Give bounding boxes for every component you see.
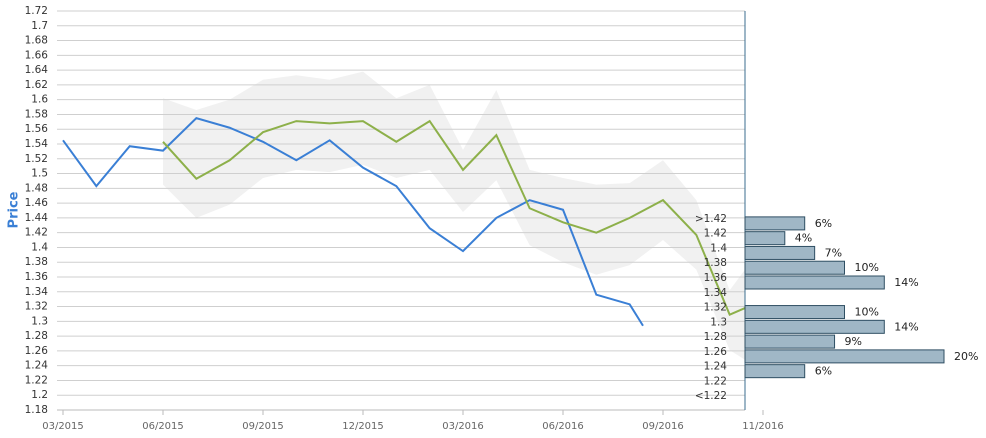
- y-tick-label: 1.66: [25, 49, 49, 61]
- y-tick-label: 1.2: [31, 389, 48, 401]
- y-tick-label: 1.58: [25, 108, 48, 120]
- x-tick-label: 03/2015: [42, 421, 84, 432]
- y-tick-label: 1.44: [25, 212, 49, 224]
- y-tick-label: 1.62: [25, 79, 48, 91]
- y-tick-label: 1.18: [25, 404, 48, 416]
- histogram-category: 1.24: [704, 361, 728, 373]
- histogram-bar: [744, 260, 845, 275]
- histogram-value-label: 6%: [815, 365, 832, 378]
- y-tick-label: 1.38: [25, 256, 48, 268]
- y-tick-label: 1.52: [25, 153, 48, 165]
- histogram-value-label: 20%: [954, 350, 978, 363]
- histogram-bar: [744, 245, 816, 260]
- price-line: [62, 117, 644, 327]
- histogram-value-label: 14%: [894, 276, 918, 289]
- y-tick-label: 1.46: [25, 197, 49, 209]
- histogram-bar: [744, 364, 806, 379]
- histogram-bar: [744, 216, 806, 231]
- histogram-category: 1.22: [704, 375, 727, 387]
- y-tick-label: 1.7: [31, 20, 48, 32]
- histogram-category: 1.4: [710, 242, 727, 254]
- y-tick-label: 1.36: [25, 271, 49, 283]
- y-tick-label: 1.22: [25, 374, 48, 386]
- histogram-value-label: 4%: [795, 232, 812, 245]
- y-tick-label: 1.34: [25, 286, 49, 298]
- y-tick-label: 1.28: [25, 330, 48, 342]
- histogram-category: 1.28: [704, 331, 727, 343]
- x-tick-label: 12/2015: [342, 421, 384, 432]
- histogram-value-label: 10%: [855, 261, 879, 274]
- x-tick-label: 11/2016: [742, 421, 784, 432]
- y-tick-label: 1.4: [31, 241, 48, 253]
- x-tick-label: 09/2016: [642, 421, 684, 432]
- histogram-value-label: 10%: [855, 306, 879, 319]
- histogram-value-label: 7%: [825, 246, 842, 259]
- histogram-category: <1.22: [695, 390, 727, 402]
- y-tick-label: 1.24: [25, 360, 49, 372]
- histogram-category: 1.26: [704, 346, 728, 358]
- y-tick-label: 1.3: [31, 315, 48, 327]
- y-tick-label: 1.54: [25, 138, 49, 150]
- y-tick-label: 1.48: [25, 182, 48, 194]
- histogram-bar: [744, 275, 885, 290]
- y-tick-label: 1.72: [25, 5, 48, 17]
- histogram-category: >1.42: [695, 213, 727, 225]
- histogram-bar: [744, 305, 845, 320]
- x-tick-label: 06/2015: [142, 421, 184, 432]
- x-tick-label: 06/2016: [542, 421, 584, 432]
- histogram-category: 1.3: [710, 316, 727, 328]
- y-tick-label: 1.64: [25, 64, 49, 76]
- y-tick-label: 1.5: [31, 168, 48, 180]
- histogram-category: 1.32: [704, 302, 727, 314]
- y-tick-label: 1.6: [31, 94, 48, 106]
- histogram-value-label: 6%: [815, 217, 832, 230]
- histogram-category: 1.42: [704, 228, 727, 240]
- y-tick-label: 1.56: [25, 123, 49, 135]
- histogram-bar: [744, 334, 836, 349]
- x-tick-label: 03/2016: [442, 421, 484, 432]
- x-tick-label: 09/2015: [242, 421, 284, 432]
- histogram-bar: [744, 349, 945, 364]
- histogram-category: 1.34: [704, 287, 728, 299]
- histogram-value-label: 14%: [894, 320, 918, 333]
- histogram-bar: [744, 231, 786, 246]
- histogram-category: 1.38: [704, 257, 727, 269]
- histogram-value-label: 9%: [845, 335, 862, 348]
- y-tick-label: 1.42: [25, 227, 48, 239]
- y-tick-label: 1.68: [25, 35, 48, 47]
- y-tick-label: 1.32: [25, 301, 48, 313]
- histogram-bar: [744, 319, 885, 334]
- price-line: [162, 119, 746, 317]
- y-axis-title: Price: [7, 191, 22, 228]
- histogram-category: 1.36: [704, 272, 728, 284]
- y-tick-label: 1.26: [25, 345, 49, 357]
